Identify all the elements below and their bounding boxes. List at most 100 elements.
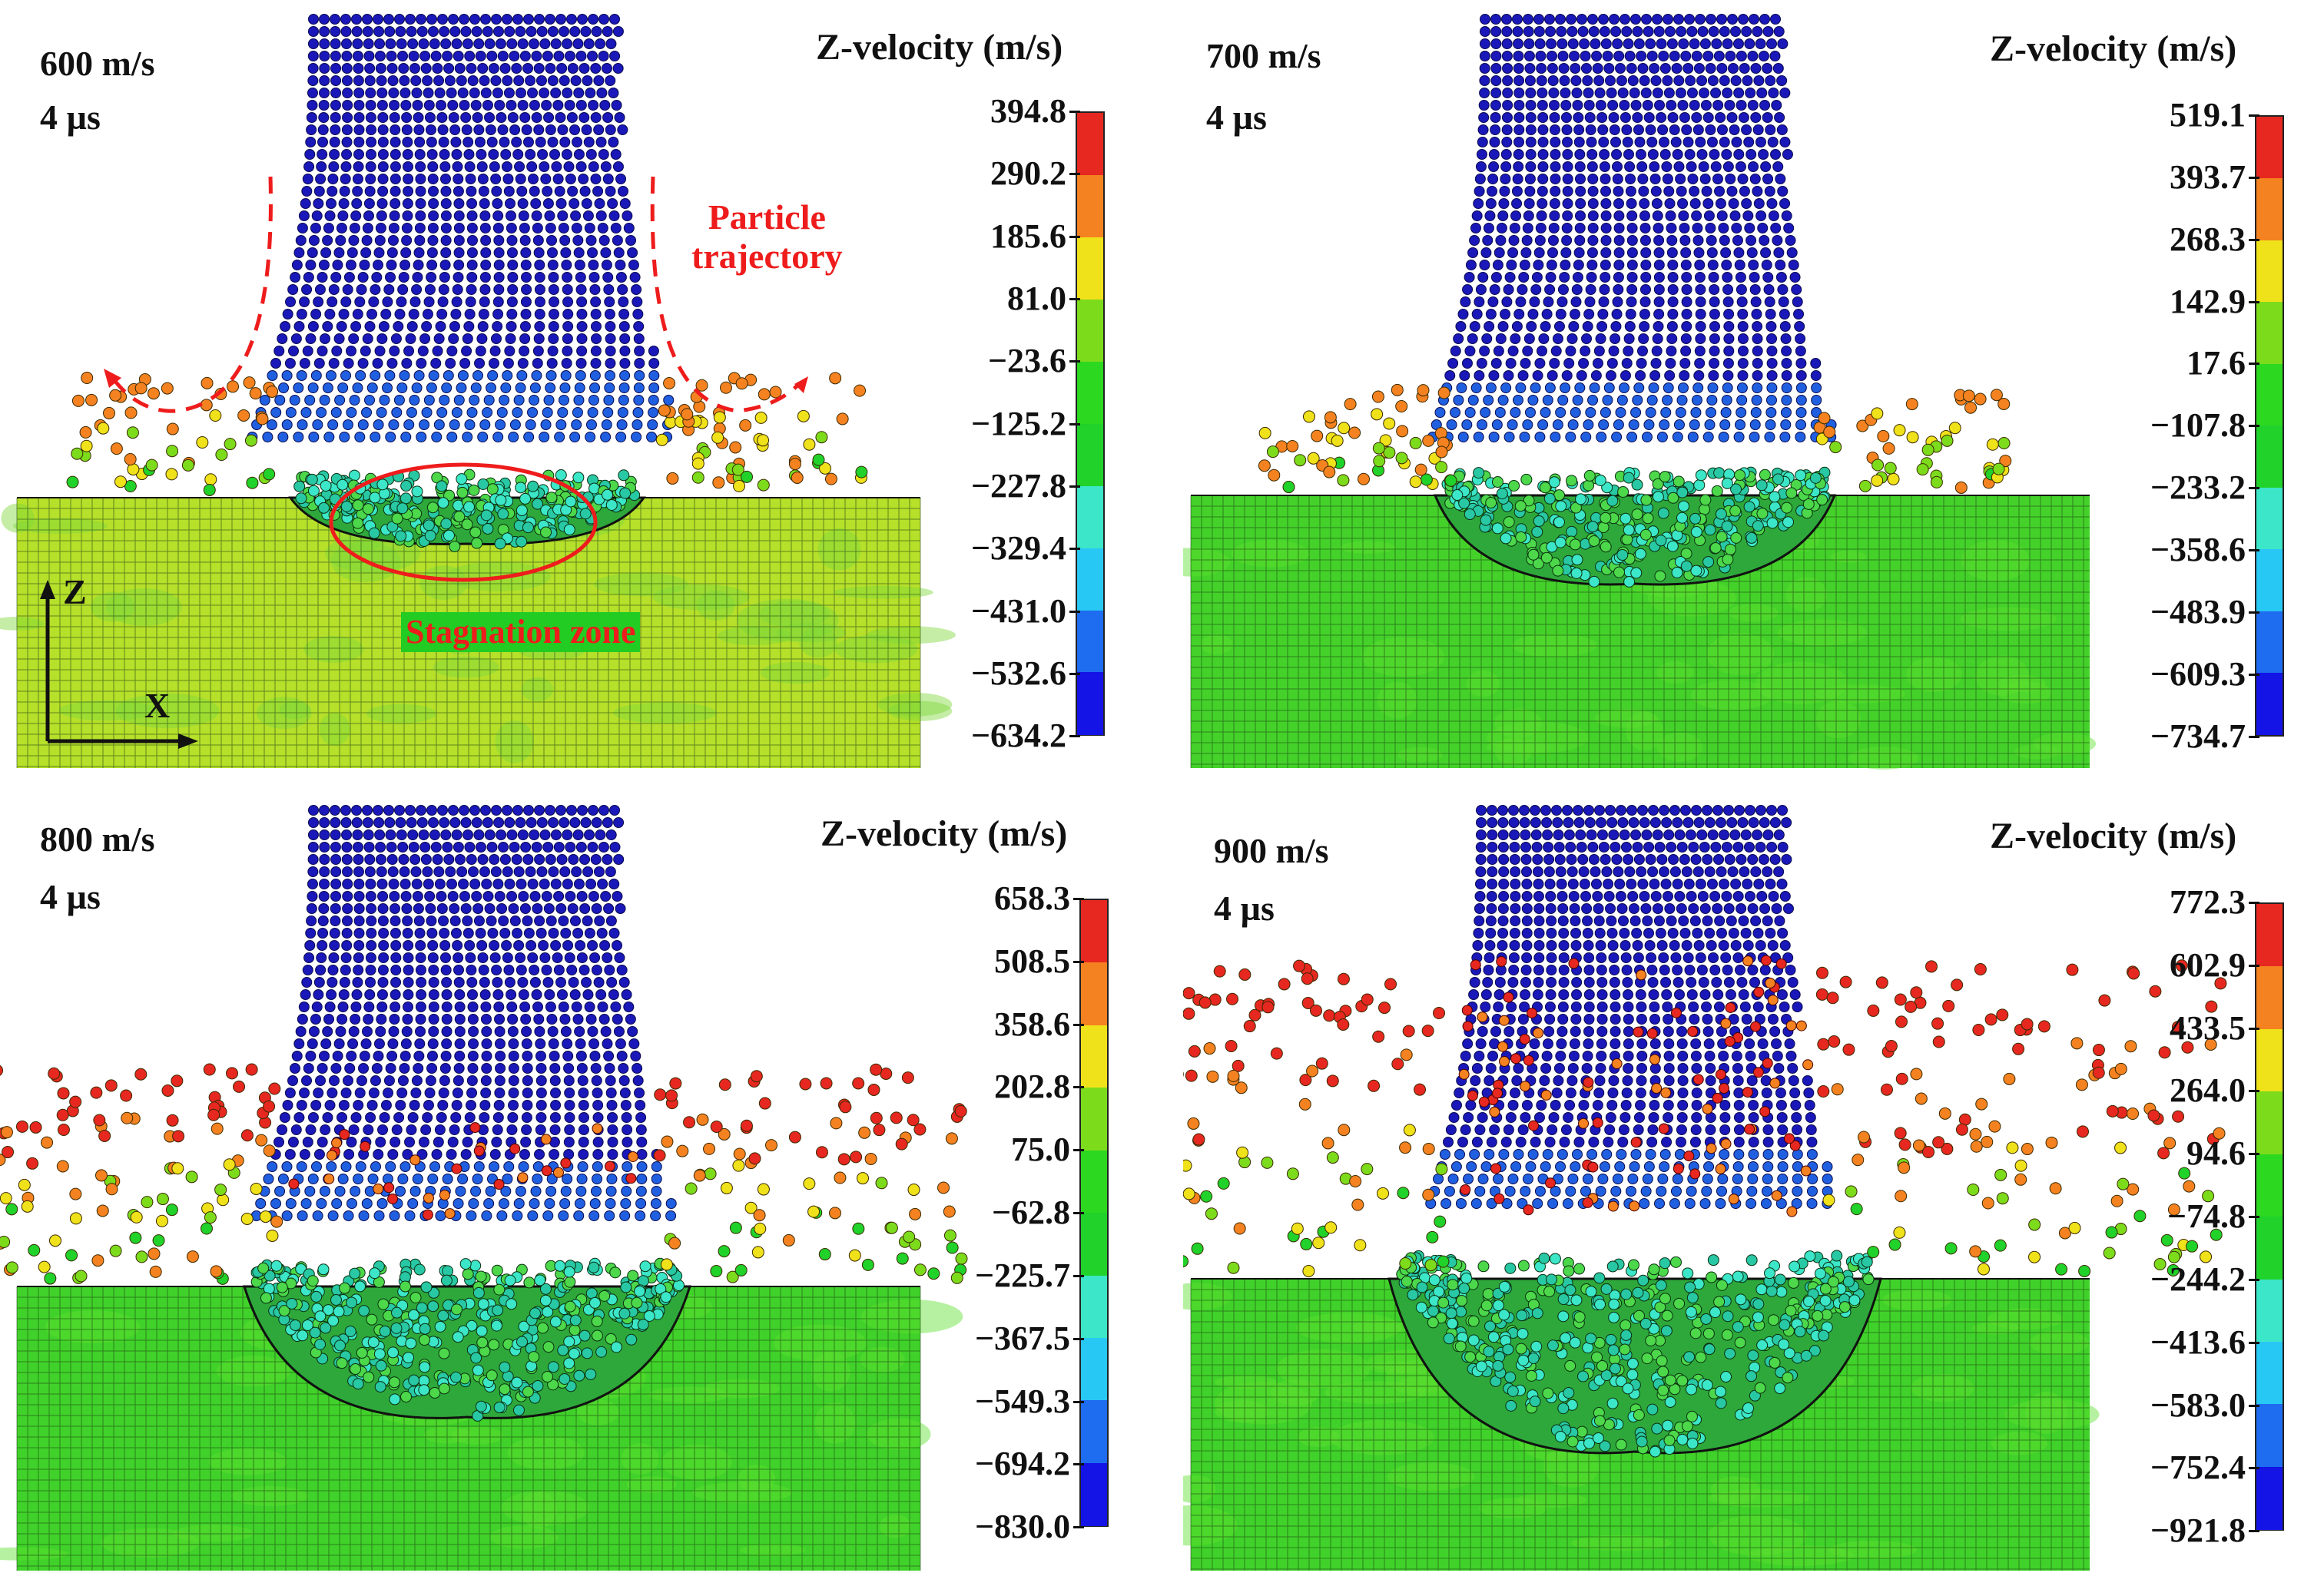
particle-column bbox=[1427, 14, 1837, 442]
colorbar-tick-label: −367.5 bbox=[974, 1319, 1070, 1357]
colorbar-tick-label: 772.3 bbox=[2170, 883, 2246, 921]
colorbar-tick bbox=[2249, 114, 2259, 117]
colorbar-tick-label: −532.6 bbox=[970, 654, 1066, 693]
colorbar-segment bbox=[2256, 1154, 2283, 1218]
crater bbox=[288, 469, 646, 552]
splash-particles bbox=[1183, 955, 2227, 1277]
colorbar-segment bbox=[1081, 1462, 1107, 1527]
colorbar-tick bbox=[1069, 360, 1080, 363]
colorbar-tick-label: 393.7 bbox=[2170, 157, 2246, 196]
colorbar-tick-label: −483.9 bbox=[2150, 592, 2246, 631]
colorbar-tick bbox=[2249, 1404, 2259, 1407]
colorbar-tick bbox=[1069, 111, 1080, 113]
colorbar-tick-label: 17.6 bbox=[2186, 344, 2246, 382]
colorbar-gradient bbox=[2255, 902, 2284, 1531]
colorbar-tick-label: −431.0 bbox=[970, 591, 1066, 630]
colorbar-tick-label: 202.8 bbox=[994, 1068, 1070, 1106]
colorbar-tick-label: 75.0 bbox=[1011, 1131, 1070, 1169]
colorbar-tick bbox=[1073, 1463, 1084, 1466]
colorbar-tick-label: −62.8 bbox=[991, 1194, 1070, 1232]
colorbar-tick bbox=[2249, 1153, 2259, 1156]
colorbar-tick-label: 264.0 bbox=[2170, 1071, 2246, 1110]
particle-column bbox=[250, 805, 677, 1221]
colorbar-segment bbox=[2256, 363, 2283, 427]
axes-indicator bbox=[40, 580, 198, 749]
panel-800: 800 m/s 4 µs Z-velocity (m/s) 658.3 508.5… bbox=[0, 799, 1162, 1586]
colorbar-tick-label: −329.4 bbox=[970, 529, 1066, 568]
colorbar-segment bbox=[2256, 302, 2283, 365]
crater bbox=[1433, 466, 1837, 588]
colorbar-segment bbox=[1077, 361, 1103, 425]
axis-x-label: X bbox=[144, 686, 171, 725]
colorbar-tick-label: 268.3 bbox=[2170, 220, 2246, 258]
colorbar-segment bbox=[2256, 611, 2283, 674]
colorbar: 394.8 290.2 185.6 81.0 −23.6 −125.2 −227.8 −329… bbox=[922, 94, 1106, 753]
colorbar-tick bbox=[1069, 485, 1080, 488]
trajectory-arrows bbox=[104, 176, 808, 582]
colorbar-tick-label: 519.1 bbox=[2170, 96, 2246, 134]
colorbar-tick-label: −609.3 bbox=[2150, 654, 2246, 693]
colorbar-title: Z-velocity (m/s) bbox=[1990, 28, 2237, 69]
colorbar-tick bbox=[1069, 298, 1080, 301]
colorbar-tick bbox=[2249, 1216, 2259, 1219]
crater bbox=[242, 1257, 692, 1422]
colorbar-segment bbox=[1081, 1150, 1107, 1214]
colorbar-tick bbox=[2249, 300, 2259, 303]
arrow-head-right bbox=[794, 376, 808, 393]
colorbar-segment bbox=[2256, 1028, 2283, 1093]
colorbar-tick-label: −23.6 bbox=[987, 342, 1066, 380]
colorbar-tick bbox=[2249, 902, 2259, 904]
colorbar-tick-label: −549.3 bbox=[974, 1382, 1070, 1420]
splash-particles bbox=[66, 372, 868, 496]
colorbar-title: Z-velocity (m/s) bbox=[816, 27, 1063, 68]
colorbar-segment bbox=[2256, 178, 2283, 241]
colorbar-tick-label: −694.2 bbox=[974, 1445, 1070, 1483]
colorbar: 519.1 393.7 268.3 142.9 17.6 −107.8 −233.2 −358… bbox=[2101, 98, 2286, 753]
simulation-view bbox=[0, 14, 956, 768]
colorbar-segment bbox=[2256, 1279, 2283, 1343]
colorbar-tick-label: −921.8 bbox=[2150, 1512, 2246, 1550]
simulation-view bbox=[1183, 805, 2227, 1571]
colorbar-segment bbox=[2256, 673, 2283, 736]
simulation-view bbox=[0, 805, 968, 1571]
colorbar-tick bbox=[1069, 235, 1080, 238]
impact-speed-label: 800 m/s bbox=[40, 819, 155, 859]
colorbar-segment bbox=[2256, 240, 2283, 303]
colorbar-tick-label: −583.0 bbox=[2150, 1386, 2246, 1424]
time-label: 4 µs bbox=[1214, 889, 1275, 928]
colorbar-segment bbox=[2256, 1091, 2283, 1155]
colorbar-segment bbox=[2256, 1466, 2283, 1531]
colorbar-segment bbox=[1081, 1400, 1107, 1464]
colorbar-segment bbox=[2256, 117, 2283, 180]
colorbar-tick bbox=[2249, 735, 2259, 738]
colorbar-tick bbox=[1069, 173, 1080, 176]
colorbar-tick bbox=[1073, 1337, 1084, 1340]
colorbar-tick bbox=[2249, 1027, 2259, 1030]
colorbar-segment bbox=[1077, 485, 1103, 549]
colorbar-tick-label: 508.5 bbox=[994, 942, 1070, 980]
colorbar-tick bbox=[1073, 1526, 1084, 1529]
crater bbox=[1387, 1250, 1882, 1458]
colorbar-tick bbox=[2249, 176, 2259, 179]
colorbar-segment bbox=[2256, 1342, 2283, 1406]
colorbar-segment bbox=[1081, 962, 1107, 1026]
time-label: 4 µs bbox=[40, 98, 101, 137]
arrow-head-left bbox=[104, 369, 121, 388]
colorbar-tick-label: 658.3 bbox=[994, 879, 1070, 917]
colorbar-tick bbox=[1073, 1149, 1084, 1152]
colorbar-tick bbox=[2249, 1278, 2259, 1281]
splash-particles bbox=[0, 1063, 968, 1285]
panel-900: 900 m/s 4 µs Z-velocity (m/s) 772.3 602.9… bbox=[1183, 799, 2324, 1586]
colorbar-segment bbox=[2256, 425, 2283, 488]
colorbar-tick-label: −358.6 bbox=[2150, 530, 2246, 568]
simulation-view bbox=[1183, 14, 2097, 770]
particle-trajectory-label: Particle trajectory bbox=[691, 197, 843, 276]
time-label: 4 µs bbox=[1206, 98, 1267, 137]
colorbar-segment bbox=[2256, 487, 2283, 551]
colorbar-segment bbox=[1081, 1338, 1107, 1402]
colorbar-tick-label: −752.4 bbox=[2150, 1449, 2246, 1487]
colorbar-tick bbox=[1073, 1086, 1084, 1089]
colorbar-tick bbox=[1069, 673, 1080, 676]
colorbar-tick-label: 358.6 bbox=[994, 1005, 1070, 1043]
colorbar-segment bbox=[1081, 1213, 1107, 1276]
